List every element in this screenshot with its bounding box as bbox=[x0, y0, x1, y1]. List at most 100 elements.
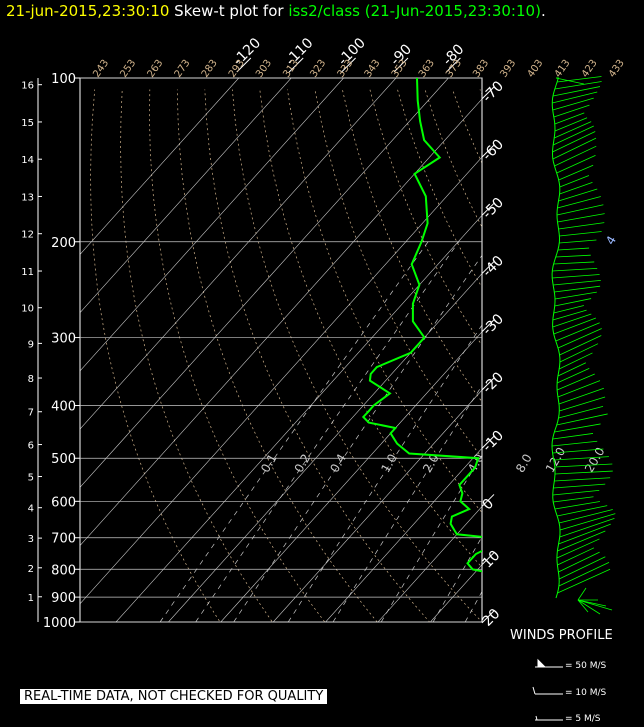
wind-barb bbox=[553, 317, 597, 335]
temperature-label: -20 bbox=[480, 369, 507, 396]
wind-barb bbox=[552, 97, 594, 111]
wind-key-50-glyph bbox=[535, 658, 563, 668]
dry-adiabat bbox=[149, 89, 326, 622]
temperature-tick bbox=[236, 57, 252, 73]
wind-key-10-glyph bbox=[532, 686, 563, 695]
wind-barb bbox=[552, 91, 598, 104]
mixing-ratio-line bbox=[159, 241, 429, 622]
temperature-tick bbox=[341, 57, 356, 73]
wind-key-10: = 10 M/S bbox=[565, 688, 607, 698]
height-label: 12 bbox=[21, 230, 34, 241]
wind-barb bbox=[553, 261, 595, 265]
pressure-label: 200 bbox=[51, 236, 76, 251]
pressure-label: 100 bbox=[51, 72, 76, 87]
dry-adiabat-label: 303 bbox=[254, 58, 274, 80]
dry-adiabat bbox=[618, 90, 644, 634]
wind-barb bbox=[559, 231, 602, 237]
isotherm-line bbox=[80, 78, 449, 488]
mixing-ratio-line bbox=[233, 254, 482, 622]
wind-barb bbox=[553, 279, 601, 286]
pressure-label: 700 bbox=[51, 532, 76, 547]
height-label: 3 bbox=[28, 534, 34, 545]
dry-adiabat-label: 363 bbox=[417, 58, 437, 80]
plot-frame bbox=[79, 77, 483, 623]
mixing-ratio-label: 1.0 bbox=[378, 451, 400, 475]
isobars bbox=[74, 77, 483, 623]
dry-adiabat bbox=[508, 90, 644, 634]
dry-adiabat bbox=[120, 89, 273, 622]
wind-barb bbox=[553, 496, 594, 503]
wind-barb bbox=[557, 362, 587, 377]
wind-barb bbox=[558, 556, 606, 580]
wind-barb bbox=[556, 413, 608, 426]
pressure-label: 400 bbox=[51, 400, 76, 415]
wind-barb bbox=[552, 86, 601, 97]
temperature-tick bbox=[481, 86, 495, 100]
pressure-label: 800 bbox=[51, 563, 76, 578]
wind-barb bbox=[559, 509, 613, 524]
mixing-ratio-label: 0.4 bbox=[327, 451, 349, 475]
temperature-tick bbox=[446, 57, 461, 73]
dry-adiabat bbox=[397, 89, 482, 288]
wind-barb bbox=[556, 204, 604, 216]
dry-adiabat-label: 393 bbox=[498, 58, 518, 80]
wind-barb bbox=[557, 247, 590, 251]
wind-staff-line bbox=[551, 77, 561, 599]
dry-adiabat bbox=[314, 89, 482, 459]
wind-barb bbox=[552, 448, 604, 454]
wind-barb bbox=[557, 568, 611, 594]
wind-barb bbox=[554, 285, 601, 293]
dry-adiabat-label: 243 bbox=[91, 58, 111, 80]
wind-key-5-glyph bbox=[535, 715, 563, 721]
wind-barb bbox=[559, 182, 593, 195]
temperature-tick bbox=[481, 319, 495, 333]
temperature-label: 10 bbox=[480, 548, 504, 572]
isotherm-line bbox=[220, 331, 482, 622]
height-label: 10 bbox=[21, 304, 34, 315]
wind-barb bbox=[555, 322, 600, 342]
mixing-ratio-line bbox=[508, 242, 644, 622]
wind-key-5: = 5 M/S bbox=[565, 714, 601, 724]
wind-barb bbox=[553, 483, 606, 489]
height-label: 11 bbox=[21, 267, 34, 278]
isotherm-line bbox=[483, 78, 644, 622]
height-label: 1 bbox=[28, 593, 34, 604]
wind-barb bbox=[558, 561, 610, 587]
dry-adiabat bbox=[204, 89, 431, 622]
mixing-ratio-line bbox=[523, 242, 644, 622]
mixing-ratio-line bbox=[489, 242, 644, 622]
height-label: 15 bbox=[21, 118, 34, 129]
temperature-tick bbox=[393, 57, 409, 73]
temperature-label: -30 bbox=[480, 311, 507, 338]
height-label: 7 bbox=[28, 408, 34, 419]
wind-barb bbox=[554, 121, 592, 139]
pressure-label: 500 bbox=[51, 452, 76, 467]
wind-barb bbox=[556, 368, 590, 384]
mixing-ratio-label: 4 bbox=[603, 233, 619, 247]
temperature-label: -40 bbox=[480, 253, 507, 280]
temperature-label: 20 bbox=[480, 606, 504, 630]
temperature-tick bbox=[481, 261, 495, 274]
temperature-label: -50 bbox=[480, 195, 507, 222]
wind-barb bbox=[557, 380, 601, 398]
wind-barb bbox=[557, 505, 608, 517]
wind-barb bbox=[552, 309, 587, 321]
wind-barb bbox=[556, 538, 600, 559]
winds-profile-label: WINDS PROFILE bbox=[510, 628, 613, 643]
isotherm-line bbox=[168, 273, 482, 622]
dry-adiabat-label: 423 bbox=[580, 58, 600, 80]
wind-barb bbox=[577, 587, 587, 601]
wind-key-50: = 50 M/S bbox=[565, 661, 607, 671]
temperature-label: -60 bbox=[480, 136, 507, 163]
temperature-tick bbox=[288, 57, 304, 73]
dry-adiabat-label: 343 bbox=[363, 58, 383, 80]
isotherm-line bbox=[80, 78, 240, 255]
temperature-label: -10 bbox=[480, 428, 507, 455]
dry-adiabat bbox=[535, 90, 644, 634]
temperature-label: -70 bbox=[480, 78, 507, 105]
height-label: 8 bbox=[28, 374, 34, 385]
dewpoint-line bbox=[361, 78, 482, 573]
pressure-label: 900 bbox=[51, 591, 76, 606]
wind-barb bbox=[553, 305, 584, 314]
dry-adiabat bbox=[479, 89, 482, 96]
